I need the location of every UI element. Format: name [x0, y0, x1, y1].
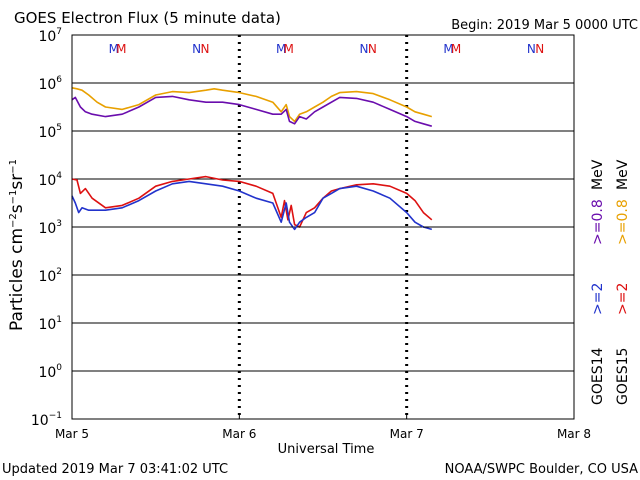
time-marker: N [527, 42, 536, 56]
legend-unit: MeV [590, 159, 606, 190]
credit-label: NOAA/SWPC Boulder, CO USA [445, 462, 638, 477]
legend-energy: >=0.8 [590, 199, 606, 245]
y-tick-label: 103 [38, 219, 62, 237]
legend-energy: >=0.8 [615, 199, 631, 245]
y-tick-labels: 107 106 105 104 103 102 101 100 10−1 [31, 27, 78, 429]
x-tick-label: Mar 6 [222, 427, 256, 441]
updated-label: Updated 2019 Mar 7 03:41:02 UTC [2, 462, 228, 477]
series-line [71, 180, 433, 231]
time-marker: M [451, 42, 461, 56]
time-marker: N [535, 42, 544, 56]
chart-title: GOES Electron Flux (5 minute data) [14, 9, 281, 27]
time-marker: N [201, 42, 210, 56]
legend-unit: MeV [615, 159, 631, 190]
y-tick-label: 101 [38, 315, 62, 333]
time-marker: N [368, 42, 377, 56]
plot-frame [71, 34, 575, 420]
x-tick-label: Mar 7 [390, 427, 424, 441]
time-marker: M [284, 42, 294, 56]
x-axis-label: Universal Time [278, 442, 375, 457]
legend-satellite: GOES14 [590, 347, 606, 405]
begin-label: Begin: 2019 Mar 5 0000 UTC [451, 18, 638, 33]
series-line [71, 175, 433, 228]
x-tick-label: Mar 8 [557, 427, 591, 441]
series-line [71, 87, 433, 123]
y-tick-label: 100 [38, 363, 62, 381]
y-tick-label: 10−1 [31, 411, 62, 429]
time-marker: M [116, 42, 126, 56]
y-tick-label: 106 [38, 75, 62, 93]
legend-satellite: GOES15 [615, 348, 631, 405]
time-marker: M [443, 42, 453, 56]
local-time-markers: MM N N MM N N MM N N [109, 42, 545, 56]
time-marker: N [192, 42, 201, 56]
y-axis-label: Particles cm−2s−1sr−1 [7, 159, 27, 331]
y-tick-label: 105 [38, 123, 62, 141]
y-tick-label: 102 [38, 267, 62, 285]
legend-energy: >=2 [590, 283, 606, 315]
legend: GOES14 >=2 >=0.8 MeV GOES15 >=2 >=0.8 MeV [590, 159, 631, 405]
flux-series [71, 87, 433, 231]
x-tick-labels: Mar 5 Mar 6 Mar 7 Mar 8 [55, 413, 591, 441]
y-tick-label: 107 [38, 27, 62, 45]
x-tick-label: Mar 5 [55, 427, 89, 441]
y-tick-label: 104 [38, 171, 62, 189]
time-marker: N [360, 42, 369, 56]
time-marker: M [109, 42, 119, 56]
legend-energy: >=2 [615, 283, 631, 315]
day-divider-lines [237, 35, 409, 419]
time-marker: M [276, 42, 286, 56]
series-line [71, 95, 433, 127]
